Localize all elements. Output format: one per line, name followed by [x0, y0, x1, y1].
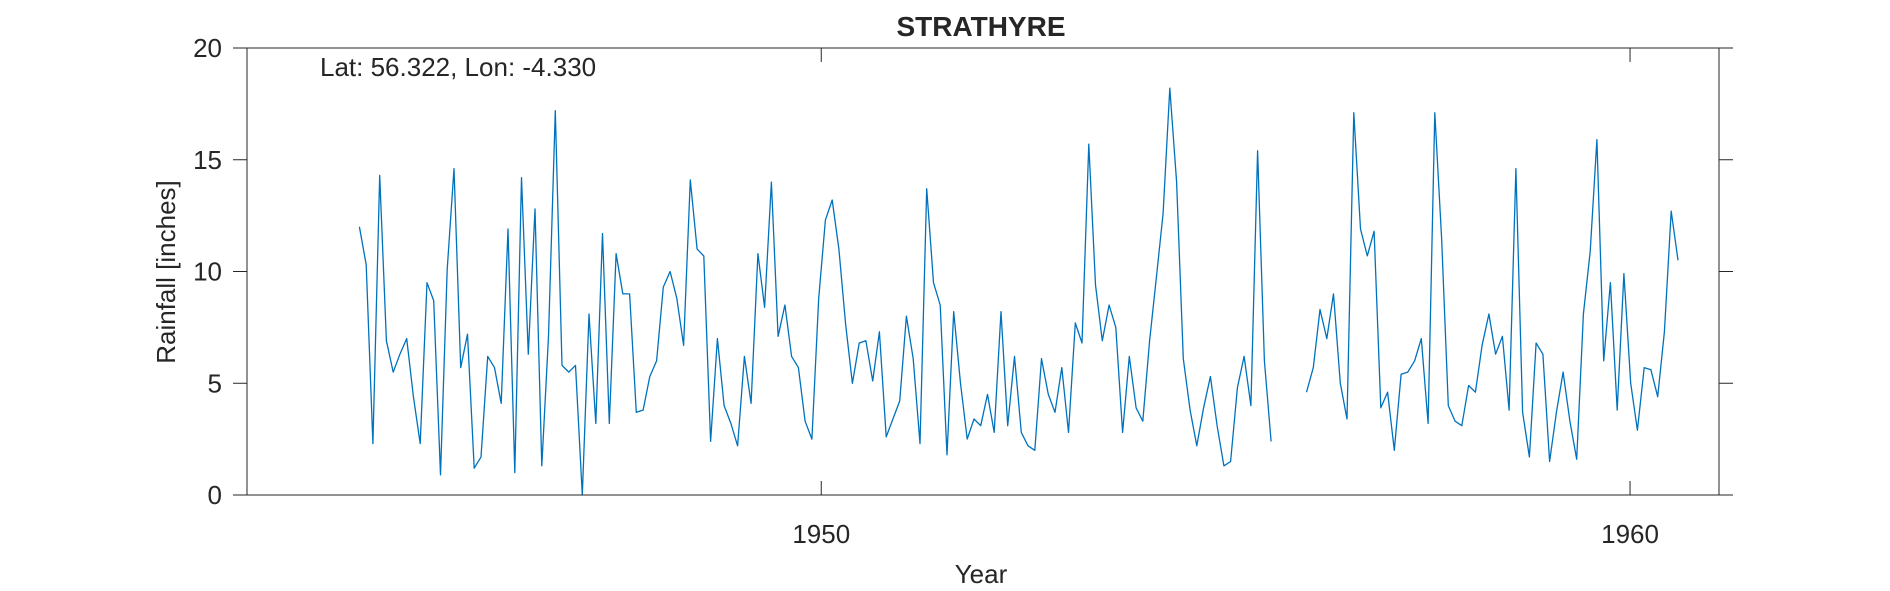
y-tick-label: 10 [193, 257, 222, 287]
station-coordinates-annotation: Lat: 56.322, Lon: -4.330 [320, 52, 596, 82]
y-axis-ticks: 0 5 10 15 20 [193, 33, 1733, 510]
series-layer [358, 87, 1679, 496]
y-tick-label: 15 [193, 145, 222, 175]
x-tick-label: 1960 [1601, 519, 1659, 549]
y-axis-label: Rainfall [inches] [151, 180, 181, 364]
rainfall-series-line-segment-2 [1305, 112, 1679, 463]
rainfall-series-line-segment-1 [358, 87, 1272, 496]
x-axis-ticks: 1950 1960 [792, 48, 1659, 549]
x-axis-label: Year [955, 559, 1008, 589]
y-tick-label: 20 [193, 33, 222, 63]
plot-area [247, 48, 1719, 495]
y-tick-label: 0 [208, 480, 222, 510]
y-tick-label: 5 [208, 368, 222, 398]
chart-title: STRATHYRE [896, 11, 1065, 42]
x-tick-label: 1950 [792, 519, 850, 549]
